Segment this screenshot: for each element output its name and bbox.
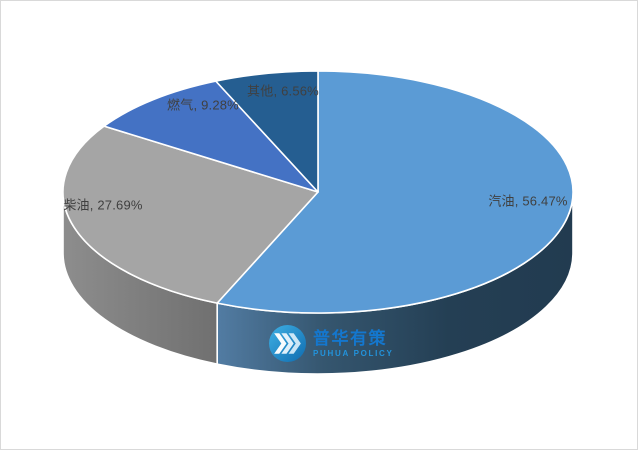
watermark-brand-en: PUHUA POLICY xyxy=(313,348,394,358)
slice-label-1: 柴油, 27.69% xyxy=(63,197,143,213)
puhua-logo-icon xyxy=(269,325,306,362)
slice-label-3: 其他, 6.56% xyxy=(247,83,319,99)
puhua-watermark-text: 普华有策 PUHUA POLICY xyxy=(313,330,394,358)
slice-label-2: 燃气, 9.28% xyxy=(167,97,239,113)
puhua-watermark: 普华有策 PUHUA POLICY xyxy=(269,325,394,362)
pie-slice-3 xyxy=(215,70,319,193)
pie-slice-2 xyxy=(103,80,319,193)
watermark-brand-cn: 普华有策 xyxy=(313,328,387,348)
pie-slice-0 xyxy=(216,70,574,314)
pie-slice-1 xyxy=(62,125,319,304)
slice-label-0: 汽油, 56.47% xyxy=(488,193,568,209)
pie-top-slices xyxy=(62,70,574,314)
